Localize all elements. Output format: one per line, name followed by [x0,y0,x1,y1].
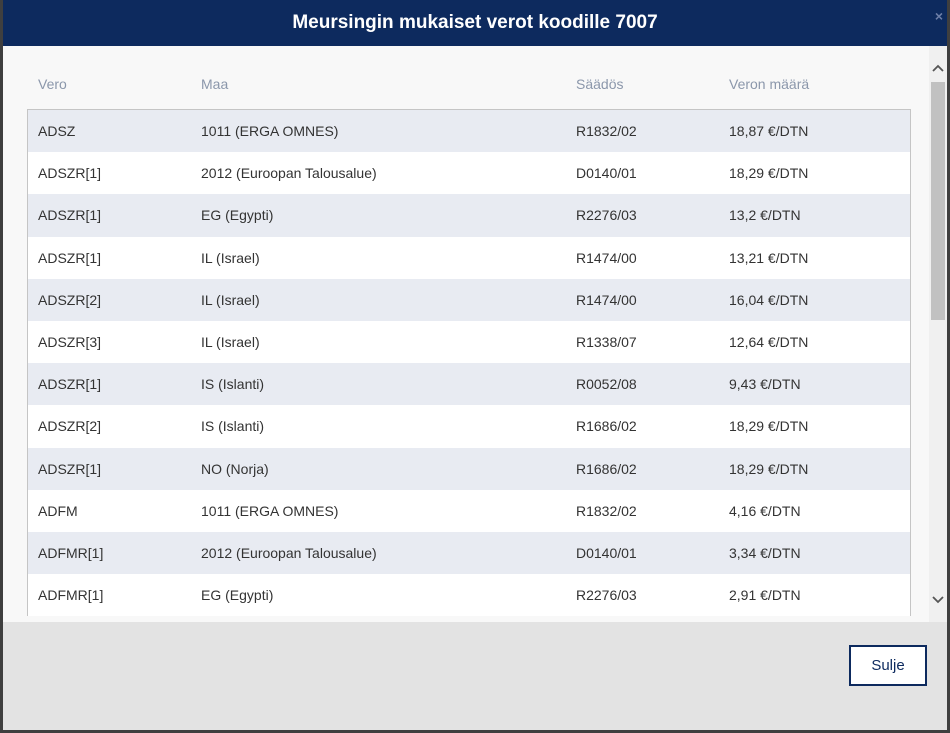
cell-veron-maara: 9,43 €/DTN [729,376,801,393]
cell-veron-maara: 18,29 €/DTN [729,165,809,182]
dialog-title: Meursingin mukaiset verot koodille 7007 [292,12,658,33]
vertical-scrollbar[interactable] [929,46,947,622]
table-row: ADSZR[2] IL (Israel) R1474/00 16,04 €/DTN [28,278,910,321]
column-header-saados: Säädös [576,76,624,92]
cell-maa: 1011 (ERGA OMNES) [201,502,339,519]
table-row: ADFMR[1] 2012 (Euroopan Talousalue) D0140/… [28,531,910,575]
cell-saados: R2276/03 [576,207,637,224]
table-header: Vero Maa Säädös Veron määrä [3,76,929,98]
table-row: ADFM 1011 (ERGA OMNES) R1832/02 4,16 €/DTN [28,489,910,532]
cell-veron-maara: 16,04 €/DTN [729,291,809,308]
cell-vero: ADSZR[1] [38,376,102,393]
table-row: ADSZR[3] IL (Israel) R1338/07 12,64 €/DTN [28,320,910,364]
dialog-footer: Sulje [3,622,947,730]
cell-maa: IL (Israel) [201,291,260,308]
cell-saados: R1832/02 [576,502,637,519]
table-row: ADSZR[1] 2012 (Euroopan Talousalue) D0140/… [28,152,910,195]
cell-saados: D0140/01 [576,544,637,561]
cell-saados: R1686/02 [576,418,637,435]
cell-saados: R1474/00 [576,291,637,308]
cell-maa: 2012 (Euroopan Talousalue) [201,544,377,561]
cell-saados: R1338/07 [576,333,637,350]
cell-maa: 2012 (Euroopan Talousalue) [201,165,377,182]
cell-veron-maara: 4,16 €/DTN [729,502,801,519]
cell-veron-maara: 18,29 €/DTN [729,418,809,435]
cell-saados: R2276/03 [576,587,637,604]
close-icon[interactable]: × [934,8,943,24]
cell-saados: R1686/02 [576,460,637,477]
cell-maa: IS (Islanti) [201,418,265,435]
chevron-down-icon[interactable] [929,590,947,610]
column-header-veron-maara: Veron määrä [729,76,810,92]
cell-vero: ADFMR[1] [38,544,104,561]
cell-saados: D0140/01 [576,165,637,182]
cell-vero: ADFMR[1] [38,587,104,604]
table-row: ADSZR[1] EG (Egypti) R2276/03 13,2 €/DTN [28,194,910,237]
cell-veron-maara: 18,29 €/DTN [729,460,809,477]
tax-table: ADSZ 1011 (ERGA OMNES) R1832/02 18,87 €/DTN… [27,109,911,617]
table-row: ADSZR[1] IL (Israel) R1474/00 13,21 €/DTN [28,236,910,279]
cell-veron-maara: 13,2 €/DTN [729,207,801,224]
cell-maa: IL (Israel) [201,333,260,350]
cell-vero: ADSZR[1] [38,460,102,477]
cell-maa: EG (Egypti) [201,587,274,604]
cell-saados: R1474/00 [576,249,637,266]
cell-vero: ADSZR[1] [38,207,102,224]
cell-veron-maara: 2,91 €/DTN [729,587,801,604]
cell-maa: EG (Egypti) [201,207,274,224]
table-row: ADSZR[1] IS (Islanti) R0052/08 9,43 €/DTN [28,363,910,406]
cell-veron-maara: 18,87 €/DTN [729,123,809,139]
table-row: ADSZR[2] IS (Islanti) R1686/02 18,29 €/DTN [28,405,910,448]
column-header-vero: Vero [38,76,67,92]
cell-maa: NO (Norja) [201,460,269,477]
table-row: ADSZR[1] NO (Norja) R1686/02 18,29 €/DTN [28,447,910,490]
cell-veron-maara: 13,21 €/DTN [729,249,809,266]
cell-veron-maara: 3,34 €/DTN [729,544,801,561]
cell-vero: ADSZR[1] [38,249,102,266]
cell-saados: R1832/02 [576,123,637,139]
cell-maa: 1011 (ERGA OMNES) [201,123,339,139]
cell-vero: ADSZR[2] [38,291,102,308]
cell-maa: IL (Israel) [201,249,260,266]
dialog-header: Meursingin mukaiset verot koodille 7007 … [3,0,947,46]
cell-vero: ADSZ [38,123,76,139]
cell-vero: ADSZR[3] [38,333,102,350]
dialog-body: Vero Maa Säädös Veron määrä ADSZ 1011 (ER… [3,46,929,622]
cell-vero: ADSZR[1] [38,165,102,182]
cell-vero: ADSZR[2] [38,418,102,435]
table-row: ADFMR[1] EG (Egypti) R2276/03 2,91 €/DTN [28,574,910,617]
scrollbar-thumb[interactable] [931,82,945,320]
cell-vero: ADFM [38,502,78,519]
cell-saados: R0052/08 [576,376,637,393]
cell-veron-maara: 12,64 €/DTN [729,333,809,350]
table-row: ADSZ 1011 (ERGA OMNES) R1832/02 18,87 €/DTN [28,110,910,153]
close-button[interactable]: Sulje [849,645,927,686]
column-header-maa: Maa [201,76,229,92]
cell-maa: IS (Islanti) [201,376,265,393]
chevron-up-icon[interactable] [929,58,947,78]
